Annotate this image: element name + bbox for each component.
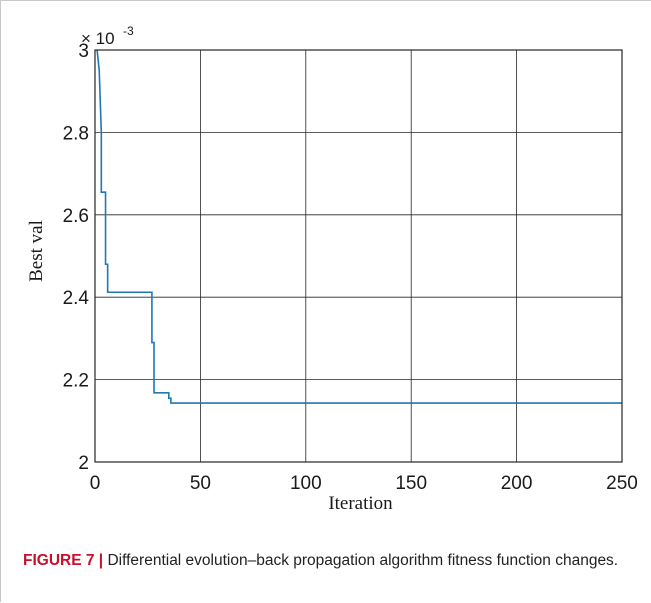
x-tick-label: 250 [606, 473, 638, 494]
figure-caption-text: Differential evolution–back propagation … [103, 552, 619, 569]
x-tick-label: 150 [395, 473, 427, 494]
x-tick-label: 0 [90, 473, 101, 494]
x-tick-label: 50 [190, 473, 211, 494]
exponent-power: -3 [123, 24, 134, 38]
y-tick-label: 2.2 [63, 371, 89, 392]
figure-caption-label: FIGURE 7 | [23, 552, 104, 569]
x-axis-label: Iteration [328, 493, 393, 514]
y-tick-label: 2.6 [63, 206, 89, 227]
x-tick-label: 200 [501, 473, 533, 494]
series-layer [96, 49, 622, 404]
figure-caption: FIGURE 7 | Differential evolution–back p… [23, 550, 623, 572]
exponent-base: × 10 [81, 29, 115, 48]
series-line [96, 49, 622, 404]
y-tick-label: 3 [78, 41, 89, 62]
grid-lines [95, 50, 622, 462]
axes-box [94, 49, 623, 463]
x-tick-label: 100 [290, 473, 322, 494]
exponent-label: × 10 -3 [81, 24, 134, 48]
y-tick-label: 2.8 [63, 123, 89, 144]
y-tick-label: 2 [78, 453, 89, 474]
y-tick-label: 2.4 [63, 288, 90, 309]
tick-labels: 0 50 100 150 200 250 2 2.2 2.4 2.6 2.8 3 [63, 41, 638, 494]
y-axis-label: Best val [26, 220, 47, 282]
